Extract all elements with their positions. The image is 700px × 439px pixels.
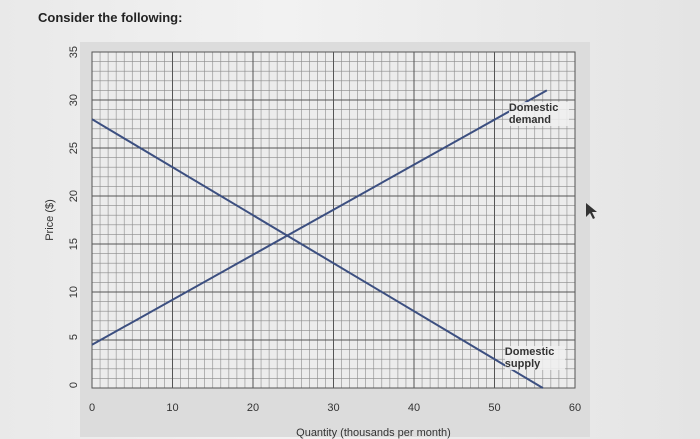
x-tick-label: 0 xyxy=(89,402,95,414)
line xyxy=(91,89,548,346)
series-label-box: Domestic supply xyxy=(504,346,565,370)
series-label-box: Domestic demand xyxy=(508,102,569,127)
series-label: Domestic demand xyxy=(508,102,569,127)
x-tick-label: 20 xyxy=(247,402,259,414)
header-title: Consider the following: xyxy=(38,10,183,25)
x-axis-label: Quantity (thousands per month) xyxy=(296,427,451,439)
x-tick-label: 30 xyxy=(327,402,339,414)
y-tick-label: 35 xyxy=(68,46,80,58)
y-tick-label: 15 xyxy=(68,238,80,250)
mouse-cursor xyxy=(586,203,597,219)
line xyxy=(91,118,544,389)
x-tick-label: 50 xyxy=(488,402,500,414)
x-tick-label: 60 xyxy=(569,402,581,414)
y-tick-label: 20 xyxy=(68,190,80,202)
x-tick-label: 40 xyxy=(408,402,420,414)
y-tick-label: 25 xyxy=(68,142,80,154)
y-tick-label: 10 xyxy=(68,286,80,298)
x-tick-label: 10 xyxy=(166,402,178,414)
y-tick-label: 0 xyxy=(68,382,80,388)
series-label: Domestic supply xyxy=(504,346,565,370)
y-axis-label: Price ($) xyxy=(44,199,56,241)
y-tick-label: 5 xyxy=(68,334,80,340)
y-tick-label: 30 xyxy=(68,94,80,106)
